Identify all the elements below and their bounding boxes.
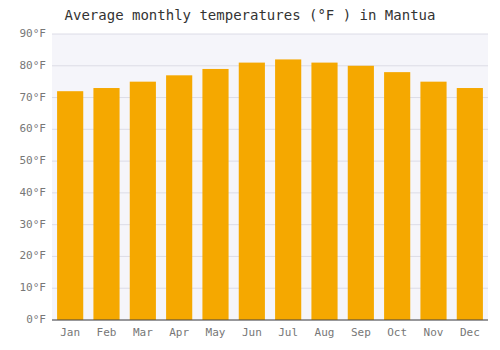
- bar: [239, 63, 265, 320]
- x-tick-label: Aug: [315, 326, 335, 339]
- x-tick-label: Jan: [60, 326, 80, 339]
- bars: [57, 59, 483, 320]
- x-axis: Jan Feb Mar Apr May Jun Jul Aug Sep Oct Nov Dec: [60, 326, 480, 339]
- bar: [457, 88, 483, 320]
- y-tick-label: 0°F: [26, 313, 46, 326]
- x-tick-label: Jul: [278, 326, 298, 339]
- y-axis: 0°F 10°F 20°F 30°F 40°F 50°F 60°F 70°F 80°F 90°F: [20, 27, 47, 326]
- bar: [166, 75, 192, 320]
- chart-container: 0°F 10°F 20°F 30°F 40°F 50°F 60°F 70°F 80°F 90°F J…: [0, 0, 500, 350]
- x-tick-label: Mar: [133, 326, 153, 339]
- bar: [275, 59, 301, 320]
- x-tick-label: Oct: [387, 326, 407, 339]
- bar: [420, 82, 446, 320]
- x-tick-label: Feb: [97, 326, 117, 339]
- bar: [348, 66, 374, 320]
- y-tick-label: 10°F: [20, 281, 47, 294]
- x-tick-label: Jun: [242, 326, 262, 339]
- grid: [52, 34, 488, 320]
- bar: [202, 69, 228, 320]
- bar: [130, 82, 156, 320]
- grid-line: [52, 34, 488, 35]
- bar: [93, 88, 119, 320]
- y-tick-label: 20°F: [20, 249, 47, 262]
- y-tick-label: 80°F: [20, 59, 47, 72]
- x-axis-line: [52, 320, 488, 321]
- bar: [57, 91, 83, 320]
- y-tick-label: 30°F: [20, 218, 47, 231]
- bar: [311, 63, 337, 320]
- title: Average monthly temperatures (°F ) in Ma…: [65, 7, 436, 23]
- x-tick-label: Nov: [424, 326, 444, 339]
- x-tick-label: Dec: [460, 326, 480, 339]
- y-tick-label: 70°F: [20, 91, 47, 104]
- grid-line: [52, 65, 488, 66]
- plot-background: [52, 34, 488, 320]
- y-tick-label: 50°F: [20, 154, 47, 167]
- x-tick-label: Apr: [169, 326, 189, 339]
- y-tick-label: 90°F: [20, 27, 47, 40]
- y-tick-label: 40°F: [20, 186, 47, 199]
- x-tick-label: May: [206, 326, 226, 339]
- x-tick-label: Sep: [351, 326, 371, 339]
- y-tick-label: 60°F: [20, 122, 47, 135]
- grid-line: [52, 320, 488, 321]
- bar: [384, 72, 410, 320]
- chart-svg: 0°F 10°F 20°F 30°F 40°F 50°F 60°F 70°F 80°F 90°F J…: [0, 0, 500, 350]
